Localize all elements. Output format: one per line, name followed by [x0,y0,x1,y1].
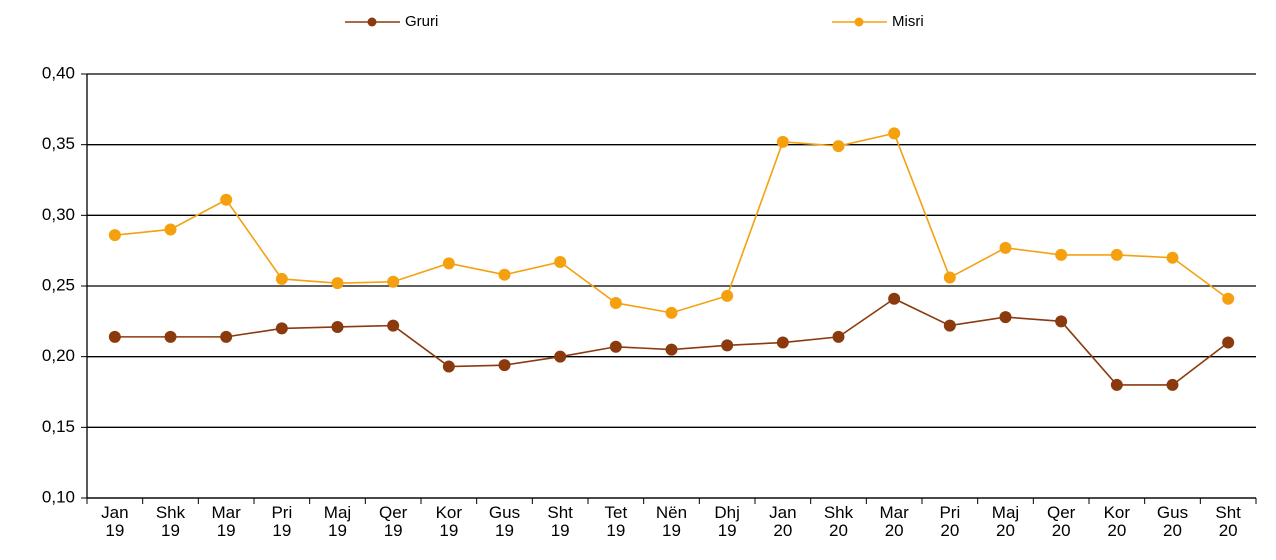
data-point [832,330,845,343]
legend-marker [367,17,377,27]
x-tick-label: Gus 20 [1156,503,1189,540]
x-tick-label: Mar 20 [879,503,909,540]
x-tick-label: Sht 20 [1215,503,1241,540]
y-tick-label: 0,30 [42,205,75,224]
data-point [442,360,455,373]
x-tick-label: Jan 19 [101,503,129,540]
y-tick-label: 0,35 [42,134,75,153]
data-point [888,292,901,305]
y-tick-label: 0,15 [42,417,75,436]
x-tick-label: Kor 19 [435,503,463,540]
data-point [609,340,622,353]
data-point [1166,251,1179,264]
data-point [721,289,734,302]
x-tick-label: Maj 19 [323,503,352,540]
x-tick-label: Dhj 19 [714,503,740,540]
data-point [498,359,511,372]
data-point [554,350,567,363]
y-tick-label: 0,20 [42,346,75,365]
y-tick-label: 0,40 [42,63,75,82]
data-point [1166,378,1179,391]
data-point [1110,248,1123,261]
data-point [275,272,288,285]
x-tick-label: Jan 20 [769,503,797,540]
data-point [943,271,956,284]
x-tick-label: Nën 19 [655,503,688,540]
x-tick-label: Mar 19 [211,503,241,540]
data-point [832,140,845,153]
x-tick-label: Kor 20 [1103,503,1131,540]
data-point [164,330,177,343]
x-tick-label: Shk 19 [155,503,186,540]
data-point [665,343,678,356]
x-tick-label: Maj 20 [991,503,1020,540]
data-point [554,255,567,268]
data-point [220,330,233,343]
x-tick-label: Sht 19 [547,503,573,540]
data-point [665,306,678,319]
data-point [442,257,455,270]
data-point [108,229,121,242]
data-point [1222,292,1235,305]
x-tick-label: Pri 19 [271,503,293,540]
legend-label: Misri [892,13,924,30]
legend-label: Gruri [405,13,438,30]
data-point [609,296,622,309]
data-point [943,319,956,332]
data-point [220,193,233,206]
data-point [498,268,511,281]
x-tick-label: Pri 20 [939,503,961,540]
data-point [1222,336,1235,349]
data-point [776,135,789,148]
x-tick-label: Gus 19 [488,503,521,540]
legend-marker [854,17,864,27]
data-point [108,330,121,343]
data-point [888,127,901,140]
data-point [164,223,177,236]
x-tick-label: Tet 19 [604,503,628,540]
data-point [1055,248,1068,261]
data-point [1055,315,1068,328]
data-point [776,336,789,349]
data-point [331,320,344,333]
data-point [721,339,734,352]
x-tick-label: Shk 20 [823,503,854,540]
data-point [999,311,1012,324]
y-tick-label: 0,25 [42,275,75,294]
x-tick-label: Qer 20 [1046,503,1076,540]
data-point [1110,378,1123,391]
data-point [387,275,400,288]
data-point [387,319,400,332]
y-tick-label: 0,10 [42,487,75,506]
data-point [331,277,344,290]
data-point [999,241,1012,254]
data-point [275,322,288,335]
x-tick-label: Qer 19 [378,503,408,540]
